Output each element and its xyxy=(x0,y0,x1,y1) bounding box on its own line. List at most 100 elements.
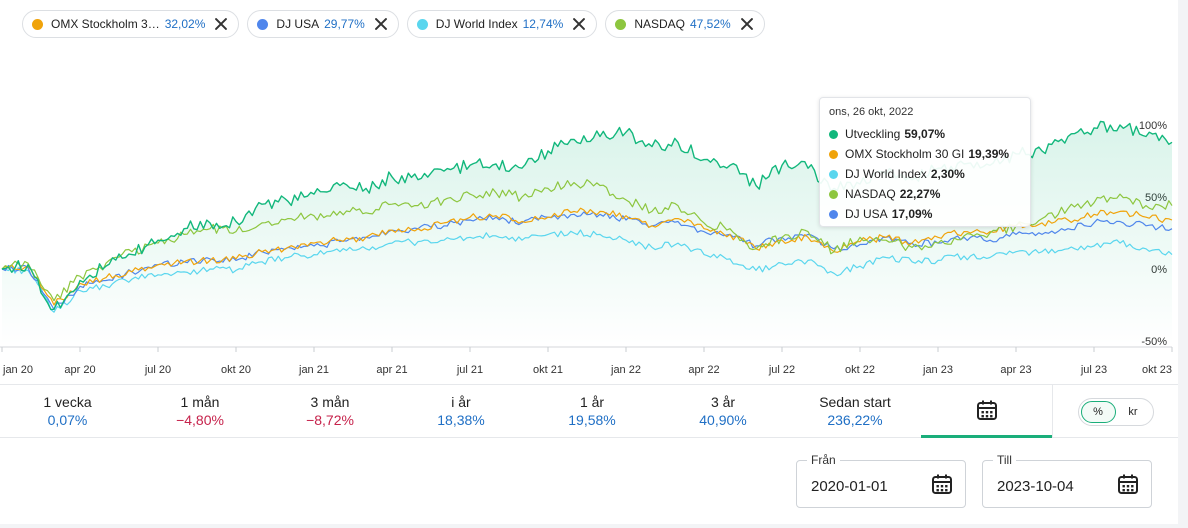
period-value: 19,58% xyxy=(568,412,616,428)
period-tabs: 1 vecka 0,07% 1 mån −4,80% 3 mån −8,72% … xyxy=(0,384,1178,438)
date-to-label: Till xyxy=(993,453,1016,467)
chip-value: 32,02% xyxy=(164,17,206,31)
period-label: 3 mån xyxy=(310,394,350,410)
tooltip-value: 22,27% xyxy=(899,187,941,201)
tooltip-row: Utveckling 59,07% xyxy=(829,124,1021,144)
chip-dj-usa[interactable]: DJ USA 29,77% xyxy=(247,10,399,38)
series-line-nasdaq xyxy=(1,179,1173,302)
series-color-dot xyxy=(829,209,838,219)
tooltip-label: DJ USA xyxy=(845,207,888,221)
period-label: 1 mån xyxy=(180,394,220,410)
series-line-dj-world-index xyxy=(1,229,1173,313)
x-tick-label: okt 22 xyxy=(845,364,875,376)
tooltip-value: 19,39% xyxy=(968,147,1010,161)
series-color-dot xyxy=(829,169,838,179)
tooltip-row: DJ USA 17,09% xyxy=(829,204,1021,224)
tooltip-row: DJ World Index 2,30% xyxy=(829,164,1021,184)
unit-currency-option[interactable]: kr xyxy=(1128,405,1138,418)
calendar-icon xyxy=(976,400,997,420)
chip-label: OMX Stockholm 3… xyxy=(51,17,160,31)
series-color-dot xyxy=(416,18,428,30)
x-tick-label: jan 20 xyxy=(2,364,33,376)
series-color-dot xyxy=(257,18,269,30)
calendar-icon[interactable] xyxy=(1117,473,1139,495)
unit-percent-option[interactable]: % xyxy=(1080,400,1116,423)
tooltip-row: NASDAQ 22,27% xyxy=(829,184,1021,204)
close-icon[interactable] xyxy=(374,17,388,31)
period-i-ar[interactable]: i år 18,38% xyxy=(395,385,527,438)
series-color-dot xyxy=(829,149,838,159)
period-value: −4,80% xyxy=(176,412,224,428)
tooltip-value: 59,07% xyxy=(904,127,946,141)
period-1-ar[interactable]: 1 år 19,58% xyxy=(527,385,657,438)
series-color-dot xyxy=(829,189,838,199)
unit-toggle[interactable]: % kr xyxy=(1077,397,1154,426)
close-icon[interactable] xyxy=(214,17,228,31)
tooltip-label: DJ World Index xyxy=(845,167,927,181)
period-1-man[interactable]: 1 mån −4,80% xyxy=(135,385,265,438)
chip-value: 47,52% xyxy=(690,17,731,31)
date-from-field[interactable]: Från 2020-01-01 xyxy=(796,453,966,508)
chip-label: DJ World Index xyxy=(435,17,518,31)
date-from-label: Från xyxy=(807,453,840,467)
x-tick-label: jan 22 xyxy=(610,364,641,376)
x-tick-label: okt 20 xyxy=(221,364,251,376)
period-label: 1 år xyxy=(579,394,605,410)
chip-value: 29,77% xyxy=(324,17,365,31)
period-label: i år xyxy=(451,394,471,410)
date-to-field[interactable]: Till 2023-10-04 xyxy=(982,453,1152,508)
x-tick-label: apr 20 xyxy=(64,364,95,376)
x-tick-label: apr 23 xyxy=(1000,364,1031,376)
tooltip-label: NASDAQ xyxy=(845,187,896,201)
x-tick-label: jan 23 xyxy=(922,364,953,376)
tooltip-row: OMX Stockholm 30 GI 19,39% xyxy=(829,144,1021,164)
x-tick-label: jul 22 xyxy=(768,364,795,376)
comparison-chips: OMX Stockholm 3… 32,02% DJ USA 29,77% DJ… xyxy=(22,10,765,38)
chip-omx[interactable]: OMX Stockholm 3… 32,02% xyxy=(22,10,240,38)
date-to-input[interactable]: 2023-10-04 xyxy=(997,478,1074,495)
series-color-dot xyxy=(829,129,838,139)
close-icon[interactable] xyxy=(740,17,754,31)
tooltip-date: ons, 26 okt, 2022 xyxy=(829,106,914,118)
x-tick-label: apr 22 xyxy=(688,364,719,376)
chip-nasdaq[interactable]: NASDAQ 47,52% xyxy=(605,10,765,38)
period-1-vecka[interactable]: 1 vecka 0,07% xyxy=(0,385,135,438)
unit-toggle-wrap: % kr xyxy=(1052,385,1178,438)
chip-label: DJ USA xyxy=(276,17,320,31)
close-icon[interactable] xyxy=(572,17,586,31)
series-line-omx-stockholm-30-gi xyxy=(1,207,1173,306)
calendar-icon[interactable] xyxy=(931,473,953,495)
x-tick-label: jul 23 xyxy=(1080,364,1107,376)
tooltip-value: 2,30% xyxy=(930,167,965,181)
period-label: 1 vecka xyxy=(43,394,92,410)
period-sedan-start[interactable]: Sedan start 236,22% xyxy=(789,385,921,438)
tooltip-value: 17,09% xyxy=(891,207,933,221)
chip-label: NASDAQ xyxy=(634,17,685,31)
x-tick-label: jul 20 xyxy=(144,364,171,376)
y-tick-label: 100% xyxy=(1139,120,1167,132)
x-tick-label: okt 23 xyxy=(1142,364,1172,376)
chip-value: 12,74% xyxy=(522,17,564,31)
chip-dj-world[interactable]: DJ World Index 12,74% xyxy=(406,10,598,38)
custom-range-tab[interactable] xyxy=(921,385,1052,438)
period-value: 40,90% xyxy=(699,412,747,428)
period-value: 18,38% xyxy=(437,412,485,428)
x-tick-label: okt 21 xyxy=(533,364,563,376)
series-color-dot xyxy=(615,18,627,30)
date-from-input[interactable]: 2020-01-01 xyxy=(811,478,888,495)
tooltip-label: OMX Stockholm 30 GI xyxy=(845,147,965,161)
period-label: 3 år xyxy=(710,394,736,410)
x-tick-label: jul 21 xyxy=(456,364,483,376)
x-tick-label: apr 21 xyxy=(376,364,407,376)
chart-tooltip: ons, 26 okt, 2022 Utveckling 59,07% OMX … xyxy=(819,97,1031,227)
period-value: −8,72% xyxy=(306,412,354,428)
period-3-ar[interactable]: 3 år 40,90% xyxy=(657,385,789,438)
series-color-dot xyxy=(32,18,43,30)
x-tick-label: jan 21 xyxy=(298,364,329,376)
period-label: Sedan start xyxy=(819,394,891,410)
period-3-man[interactable]: 3 mån −8,72% xyxy=(265,385,395,438)
period-value: 236,22% xyxy=(827,412,883,428)
period-value: 0,07% xyxy=(47,412,88,428)
tooltip-label: Utveckling xyxy=(845,127,901,141)
